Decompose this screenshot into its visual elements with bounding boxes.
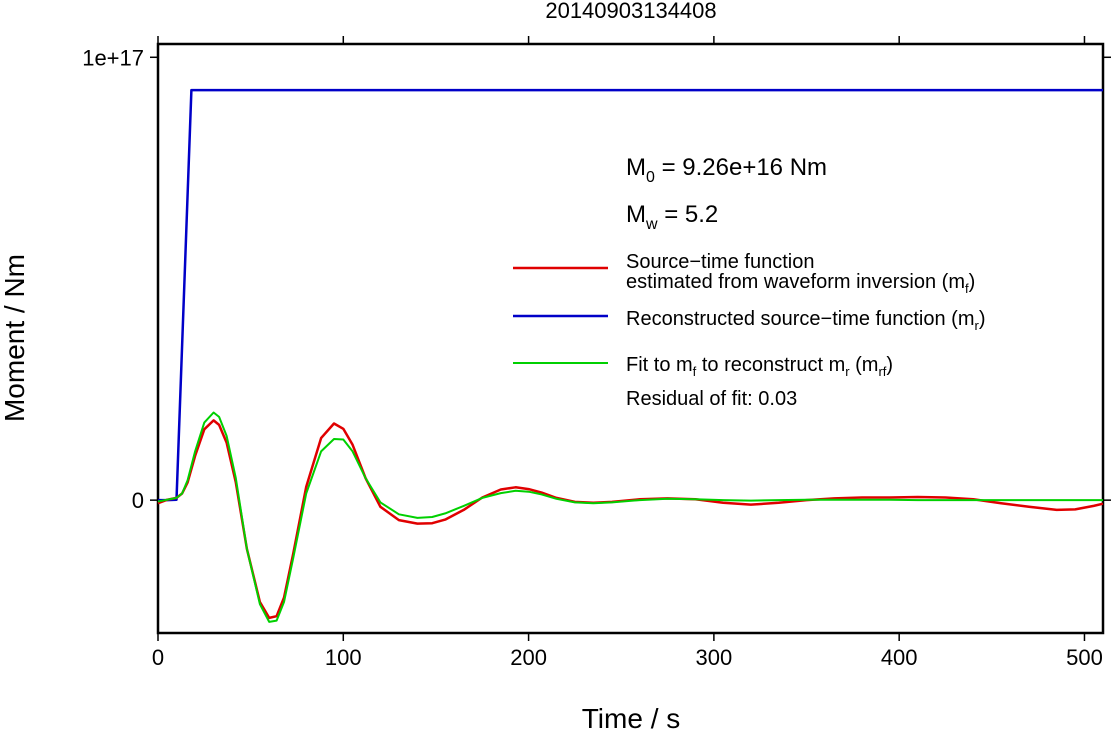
legend-red-line2: estimated from waveform inversion (mf) <box>626 271 975 296</box>
legend-red-line1: Source−time function <box>626 251 814 273</box>
y-axis-title: Moment / Nm <box>0 254 30 422</box>
green-series-line <box>157 411 1103 623</box>
legend-blue-line1: Reconstructed source−time function (mr) <box>626 308 986 333</box>
axis-ticks <box>150 36 1111 641</box>
y-tick-label-1: 1e+17 <box>82 45 144 70</box>
legend-green-p4: ) <box>886 354 893 376</box>
legend-red-line2-sub: f <box>965 281 969 296</box>
x-tick-label-300: 300 <box>696 645 733 670</box>
legend-green-line1: Fit to mf to reconstruct mr (mrf) <box>626 354 893 379</box>
legend-red-line2-suffix: ) <box>969 271 976 293</box>
legend-green-s2: r <box>845 364 850 379</box>
legend-green-s1: f <box>693 364 697 379</box>
mw-subscript: w <box>645 216 658 233</box>
chart-title: 20140903134408 <box>545 0 716 23</box>
x-tick-label-200: 200 <box>510 645 547 670</box>
legend-blue-prefix: Reconstructed source−time function (m <box>626 308 975 330</box>
x-axis-title: Time / s <box>582 703 681 734</box>
residual-annotation: Residual of fit: 0.03 <box>626 388 797 410</box>
m0-annotation: M0 = 9.26e+16 Nm <box>626 154 827 186</box>
legend-blue-suffix: ) <box>979 308 986 330</box>
x-tick-label-100: 100 <box>325 645 362 670</box>
legend-green-p1: Fit to m <box>626 354 693 376</box>
x-tick-label-500: 500 <box>1066 645 1103 670</box>
legend-green-p3: (m <box>850 354 879 376</box>
m0-value: = 9.26e+16 Nm <box>655 154 827 181</box>
tick-labels: 0 100 200 300 400 500 0 1e+17 <box>82 45 1103 670</box>
legend-red-line2-prefix: estimated from waveform inversion (m <box>626 271 965 293</box>
red-series-line <box>157 419 1104 620</box>
legend-blue-sub: r <box>975 318 980 333</box>
legend: Source−time function estimated from wave… <box>513 251 986 410</box>
legend-green-s3: rf <box>878 364 886 379</box>
legend-green-p2: to reconstruct m <box>696 354 845 376</box>
mw-symbol: M <box>626 201 646 228</box>
blue-series-line <box>158 88 1103 502</box>
mw-value: = 5.2 <box>658 201 719 228</box>
mw-annotation: Mw = 5.2 <box>626 201 718 233</box>
x-tick-label-400: 400 <box>881 645 918 670</box>
x-tick-label-0: 0 <box>152 645 164 670</box>
m0-symbol: M <box>626 154 646 181</box>
m0-subscript: 0 <box>646 169 655 186</box>
data-series <box>157 88 1104 623</box>
plot-frame <box>156 42 1105 635</box>
y-tick-label-0: 0 <box>132 488 144 513</box>
